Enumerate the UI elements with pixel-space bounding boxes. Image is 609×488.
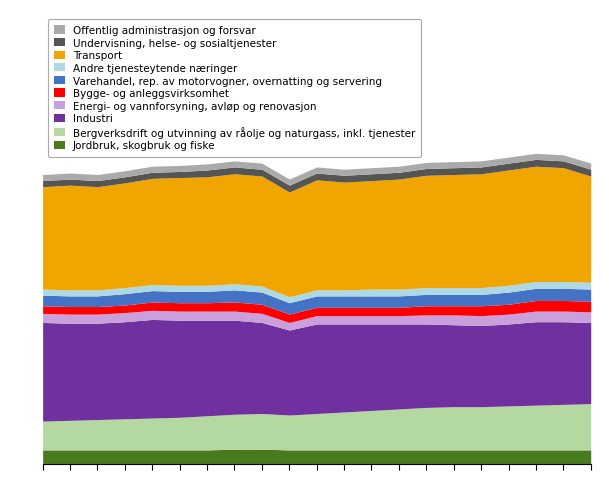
Legend: Offentlig administrasjon og forsvar, Undervisning, helse- og sosialtjenester, Tr: Offentlig administrasjon og forsvar, Und… bbox=[48, 20, 421, 158]
